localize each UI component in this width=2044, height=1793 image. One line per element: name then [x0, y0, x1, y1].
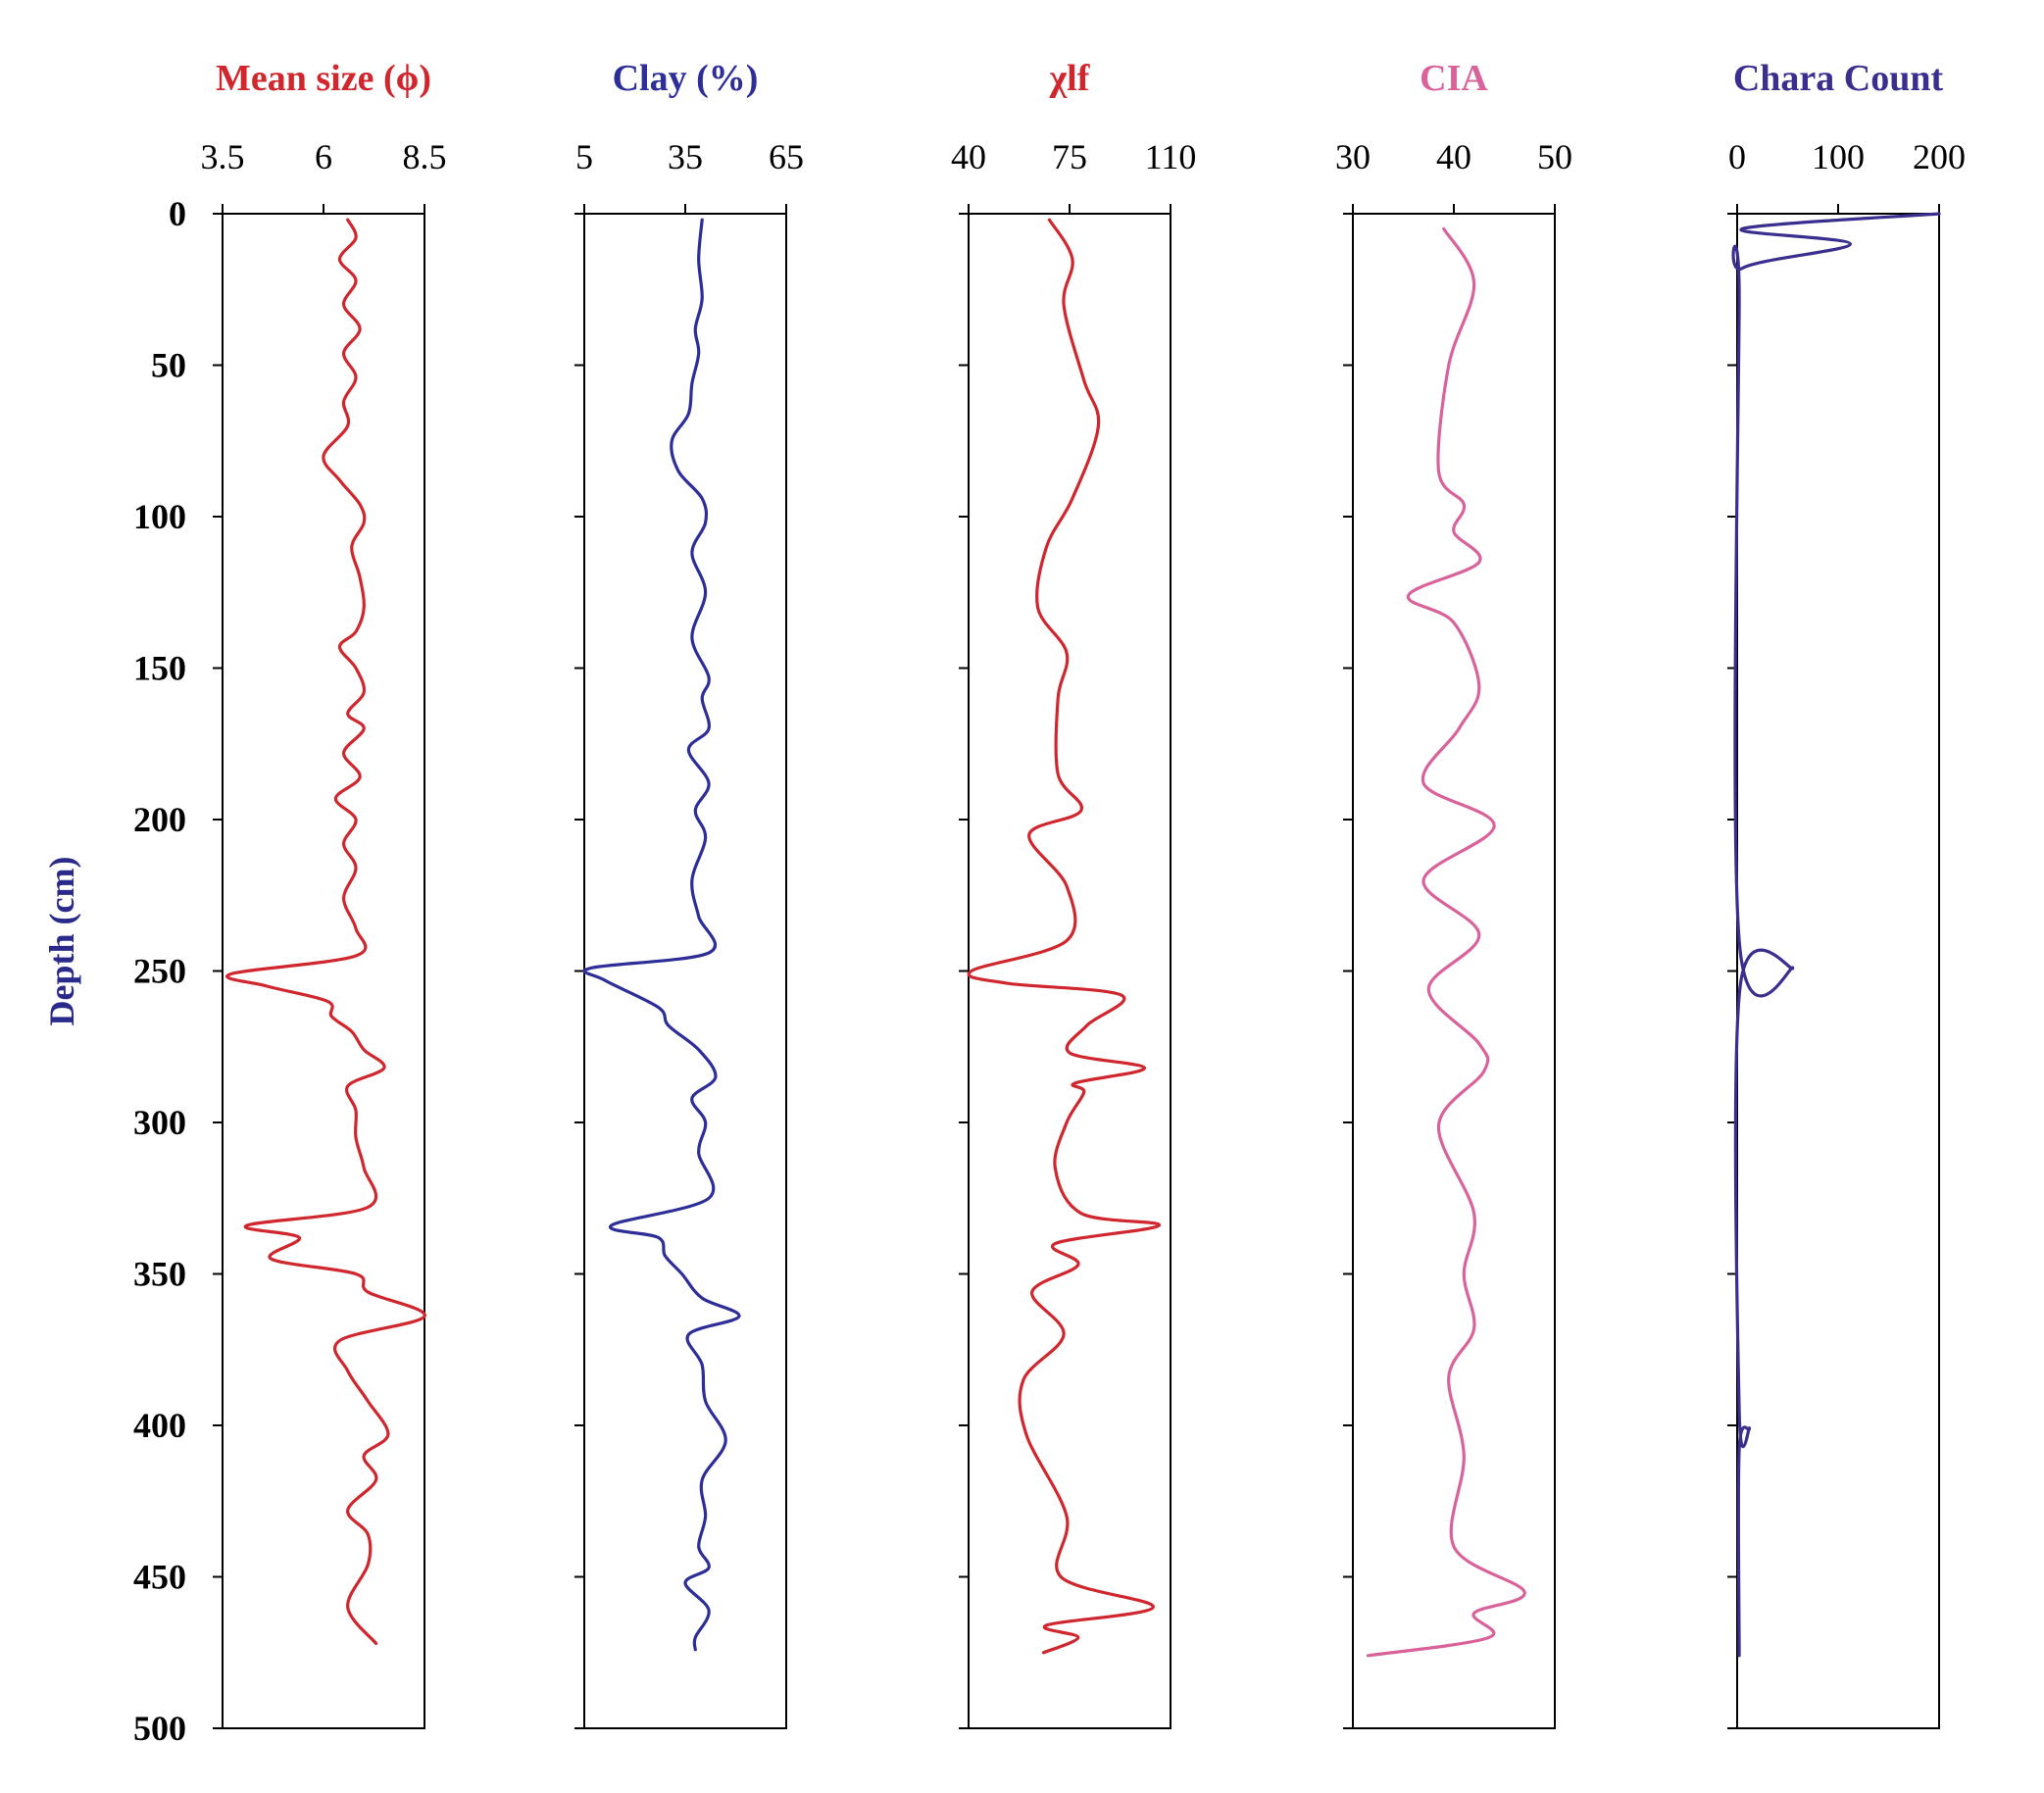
x-tick-label: 6 [315, 137, 332, 176]
panel-frame [1352, 213, 1556, 1729]
panel-4: CIA 30 40 50 [1335, 58, 1572, 1729]
depth-tick-label-0: 0 [169, 194, 186, 233]
depth-tick-label-100: 100 [133, 497, 186, 536]
panel-5: Chara Count 0 100 200 [1727, 58, 1966, 1729]
x-tick-label: 40 [1436, 137, 1471, 176]
depth-tick-label-500: 500 [133, 1709, 186, 1748]
depth-tick-label-200: 200 [133, 800, 186, 839]
depth-tick-label-50: 50 [151, 346, 186, 385]
depth-axis-title: Depth (cm) [42, 857, 81, 1026]
x-tick-label: 100 [1812, 137, 1865, 176]
depth-tick-label-400: 400 [133, 1406, 186, 1445]
panel-title: Mean size (ϕ) [216, 58, 431, 99]
x-tick-label: 0 [1728, 137, 1746, 176]
series-line [1731, 212, 1941, 1658]
depth-axis: 0 50 100 150 200 250 300 350 400 450 500 [133, 194, 186, 1748]
panel-title: CIA [1420, 58, 1488, 99]
x-tick-label: 65 [769, 137, 804, 176]
x-tick-label: 50 [1537, 137, 1572, 176]
depth-tick-label-450: 450 [133, 1558, 186, 1597]
panels-group: Mean size (ϕ) 3.5 6 8.5 Clay (%) 5 35 65 χlf 40 75… [201, 58, 1966, 1729]
panel-title: χlf [1049, 58, 1091, 99]
panel-3: χlf 40 75 110 [951, 58, 1197, 1729]
x-tick-label: 200 [1913, 137, 1966, 176]
panel-title: Chara Count [1733, 58, 1944, 99]
x-tick-label: 3.5 [201, 137, 245, 176]
series-line [225, 218, 426, 1646]
panel-frame [968, 213, 1172, 1729]
panel-frame [583, 213, 787, 1729]
x-tick-label: 110 [1145, 137, 1197, 176]
depth-tick-label-350: 350 [133, 1255, 186, 1294]
depth-tick-label-250: 250 [133, 952, 186, 991]
panel-frame [1736, 213, 1940, 1729]
series-line [1366, 226, 1526, 1658]
x-tick-label: 30 [1335, 137, 1371, 176]
x-tick-label: 75 [1052, 137, 1087, 176]
series-line [582, 218, 741, 1652]
panel-title: Clay (%) [613, 58, 759, 99]
depth-tick-label-150: 150 [133, 649, 186, 688]
x-tick-label: 35 [668, 137, 703, 176]
x-tick-label: 40 [951, 137, 986, 176]
series-line [967, 218, 1161, 1655]
panel-1: Mean size (ϕ) 3.5 6 8.5 [201, 58, 447, 1729]
x-tick-label: 8.5 [403, 137, 447, 176]
x-tick-label: 5 [575, 137, 593, 176]
panel-2: Clay (%) 5 35 65 [574, 58, 804, 1729]
depth-tick-label-300: 300 [133, 1103, 186, 1142]
